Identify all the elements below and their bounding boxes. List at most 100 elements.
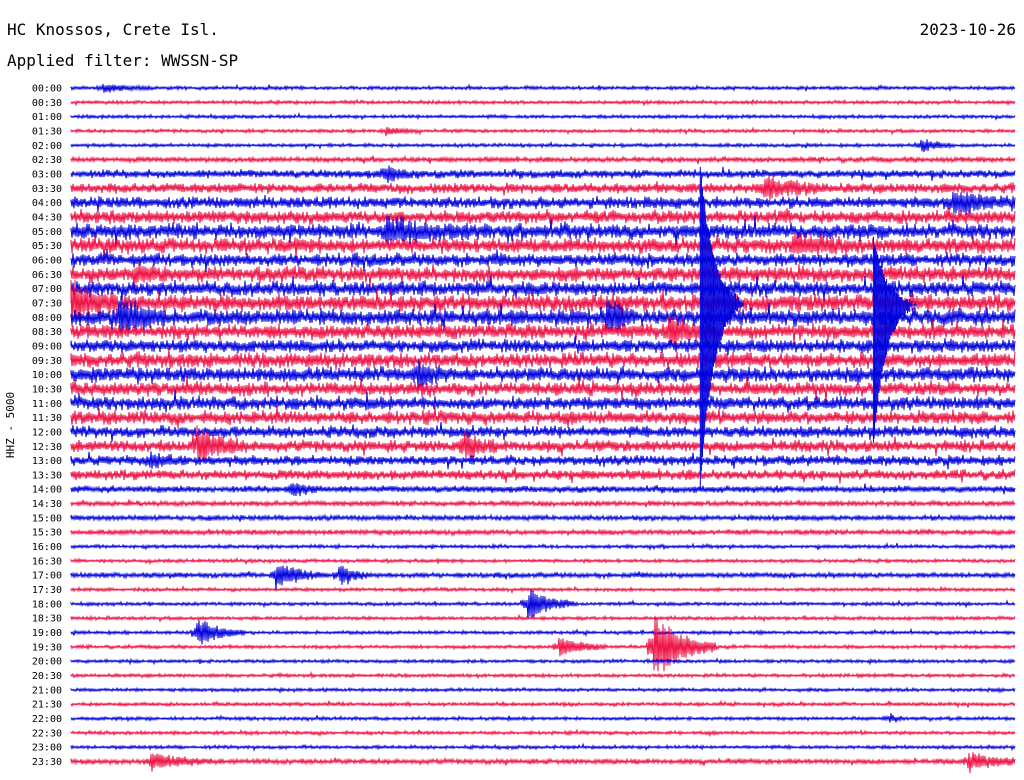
row-time-label: 02:00 xyxy=(32,141,62,152)
seismic-trace xyxy=(70,191,1016,216)
seismic-trace xyxy=(70,499,1016,509)
row-time-label: 19:30 xyxy=(32,642,62,653)
seismic-trace xyxy=(70,295,1016,338)
row-time-label: 08:30 xyxy=(32,327,62,338)
row-time-label: 10:30 xyxy=(32,384,62,395)
seismic-trace xyxy=(70,249,1016,273)
row-time-label: 11:00 xyxy=(32,399,62,410)
seismic-trace xyxy=(70,616,1016,672)
row-time-label: 07:00 xyxy=(32,284,62,295)
row-time-label: 01:00 xyxy=(32,112,62,123)
seismic-trace xyxy=(70,699,1016,709)
seismic-trace xyxy=(70,584,1016,595)
station-title: HC Knossos, Crete Isl. xyxy=(7,20,219,39)
seismic-trace xyxy=(70,111,1016,122)
date-label: 2023-10-26 xyxy=(919,20,1016,39)
row-time-label: 04:30 xyxy=(32,212,62,223)
row-time-label: 03:30 xyxy=(32,184,62,195)
row-time-label: 21:30 xyxy=(32,700,62,711)
seismic-trace xyxy=(70,713,1016,723)
seismic-trace xyxy=(70,686,1016,694)
row-time-label: 00:30 xyxy=(32,98,62,109)
seismic-trace xyxy=(70,451,1016,470)
seismic-trace xyxy=(70,556,1016,566)
row-time-label: 16:00 xyxy=(32,542,62,553)
row-time-label: 07:30 xyxy=(32,298,62,309)
seismic-trace xyxy=(70,405,1016,429)
seismic-trace xyxy=(70,565,1016,592)
seismic-trace xyxy=(70,670,1016,680)
seismic-trace xyxy=(70,613,1016,623)
seismic-trace xyxy=(70,657,1016,666)
seismic-trace xyxy=(70,541,1016,552)
row-time-label: 09:30 xyxy=(32,356,62,367)
large-earthquake-signal xyxy=(699,166,744,489)
seismic-trace xyxy=(70,425,1016,464)
seismic-trace xyxy=(70,752,1016,774)
seismic-trace xyxy=(70,620,1016,645)
row-time-label: 23:30 xyxy=(32,757,62,768)
seismic-trace xyxy=(70,165,1016,184)
row-time-label: 06:30 xyxy=(32,270,62,281)
row-time-label: 11:30 xyxy=(32,413,62,424)
row-time-label: 17:00 xyxy=(32,571,62,582)
seismic-trace xyxy=(70,527,1016,538)
filter-label: Applied filter: WWSSN-SP xyxy=(7,51,239,70)
row-time-label: 23:00 xyxy=(32,743,62,754)
row-time-label: 05:00 xyxy=(32,227,62,238)
seismic-trace xyxy=(70,275,1016,302)
row-time-label: 04:00 xyxy=(32,198,62,209)
row-time-label: 20:00 xyxy=(32,657,62,668)
row-time-label: 13:30 xyxy=(32,470,62,481)
seismic-trace xyxy=(70,467,1016,484)
row-time-label: 06:00 xyxy=(32,255,62,266)
row-time-label: 12:00 xyxy=(32,427,62,438)
seismic-trace xyxy=(70,375,1016,403)
seismic-trace xyxy=(70,589,1016,620)
row-time-label: 14:00 xyxy=(32,485,62,496)
row-time-label: 20:30 xyxy=(32,671,62,682)
row-time-label: 12:30 xyxy=(32,442,62,453)
row-time-label: 08:00 xyxy=(32,313,62,324)
large-earthquake-signal xyxy=(872,236,917,444)
row-time-label: 02:30 xyxy=(32,155,62,166)
seismic-trace xyxy=(70,421,1016,442)
seismic-trace xyxy=(70,263,1016,288)
row-time-label: 15:00 xyxy=(32,513,62,524)
seismic-trace xyxy=(70,483,1016,497)
seismic-trace xyxy=(70,233,1016,261)
row-time-label: 18:30 xyxy=(32,614,62,625)
seismic-trace xyxy=(70,358,1016,390)
row-time-label: 17:30 xyxy=(32,585,62,596)
row-time-label: 09:00 xyxy=(32,341,62,352)
row-time-label: 21:00 xyxy=(32,685,62,696)
seismic-trace xyxy=(70,154,1016,165)
row-time-label: 16:30 xyxy=(32,556,62,567)
seismic-trace xyxy=(70,513,1016,523)
row-time-label: 01:30 xyxy=(32,126,62,137)
row-time-label: 22:00 xyxy=(32,714,62,725)
seismic-trace xyxy=(70,348,1016,371)
row-time-label: 13:00 xyxy=(32,456,62,467)
seismic-trace xyxy=(70,207,1016,225)
seismic-trace xyxy=(70,315,1016,346)
seismic-trace xyxy=(70,139,1016,153)
row-time-label: 10:00 xyxy=(32,370,62,381)
seismic-trace xyxy=(70,83,1016,93)
row-time-label: 18:00 xyxy=(32,599,62,610)
row-time-label: 00:00 xyxy=(32,84,62,95)
row-time-label: 03:00 xyxy=(32,169,62,180)
seismic-trace xyxy=(70,336,1016,356)
row-time-label: 05:30 xyxy=(32,241,62,252)
seismic-trace xyxy=(70,742,1016,752)
seismic-trace xyxy=(70,175,1016,201)
row-time-label: 19:00 xyxy=(32,628,62,639)
row-time-label: 22:30 xyxy=(32,728,62,739)
row-time-label: 14:30 xyxy=(32,499,62,510)
seismic-trace xyxy=(70,98,1016,107)
seismic-trace xyxy=(70,215,1016,247)
seismic-trace xyxy=(70,390,1016,413)
seismic-trace xyxy=(70,280,1016,328)
seismic-trace xyxy=(70,126,1016,137)
